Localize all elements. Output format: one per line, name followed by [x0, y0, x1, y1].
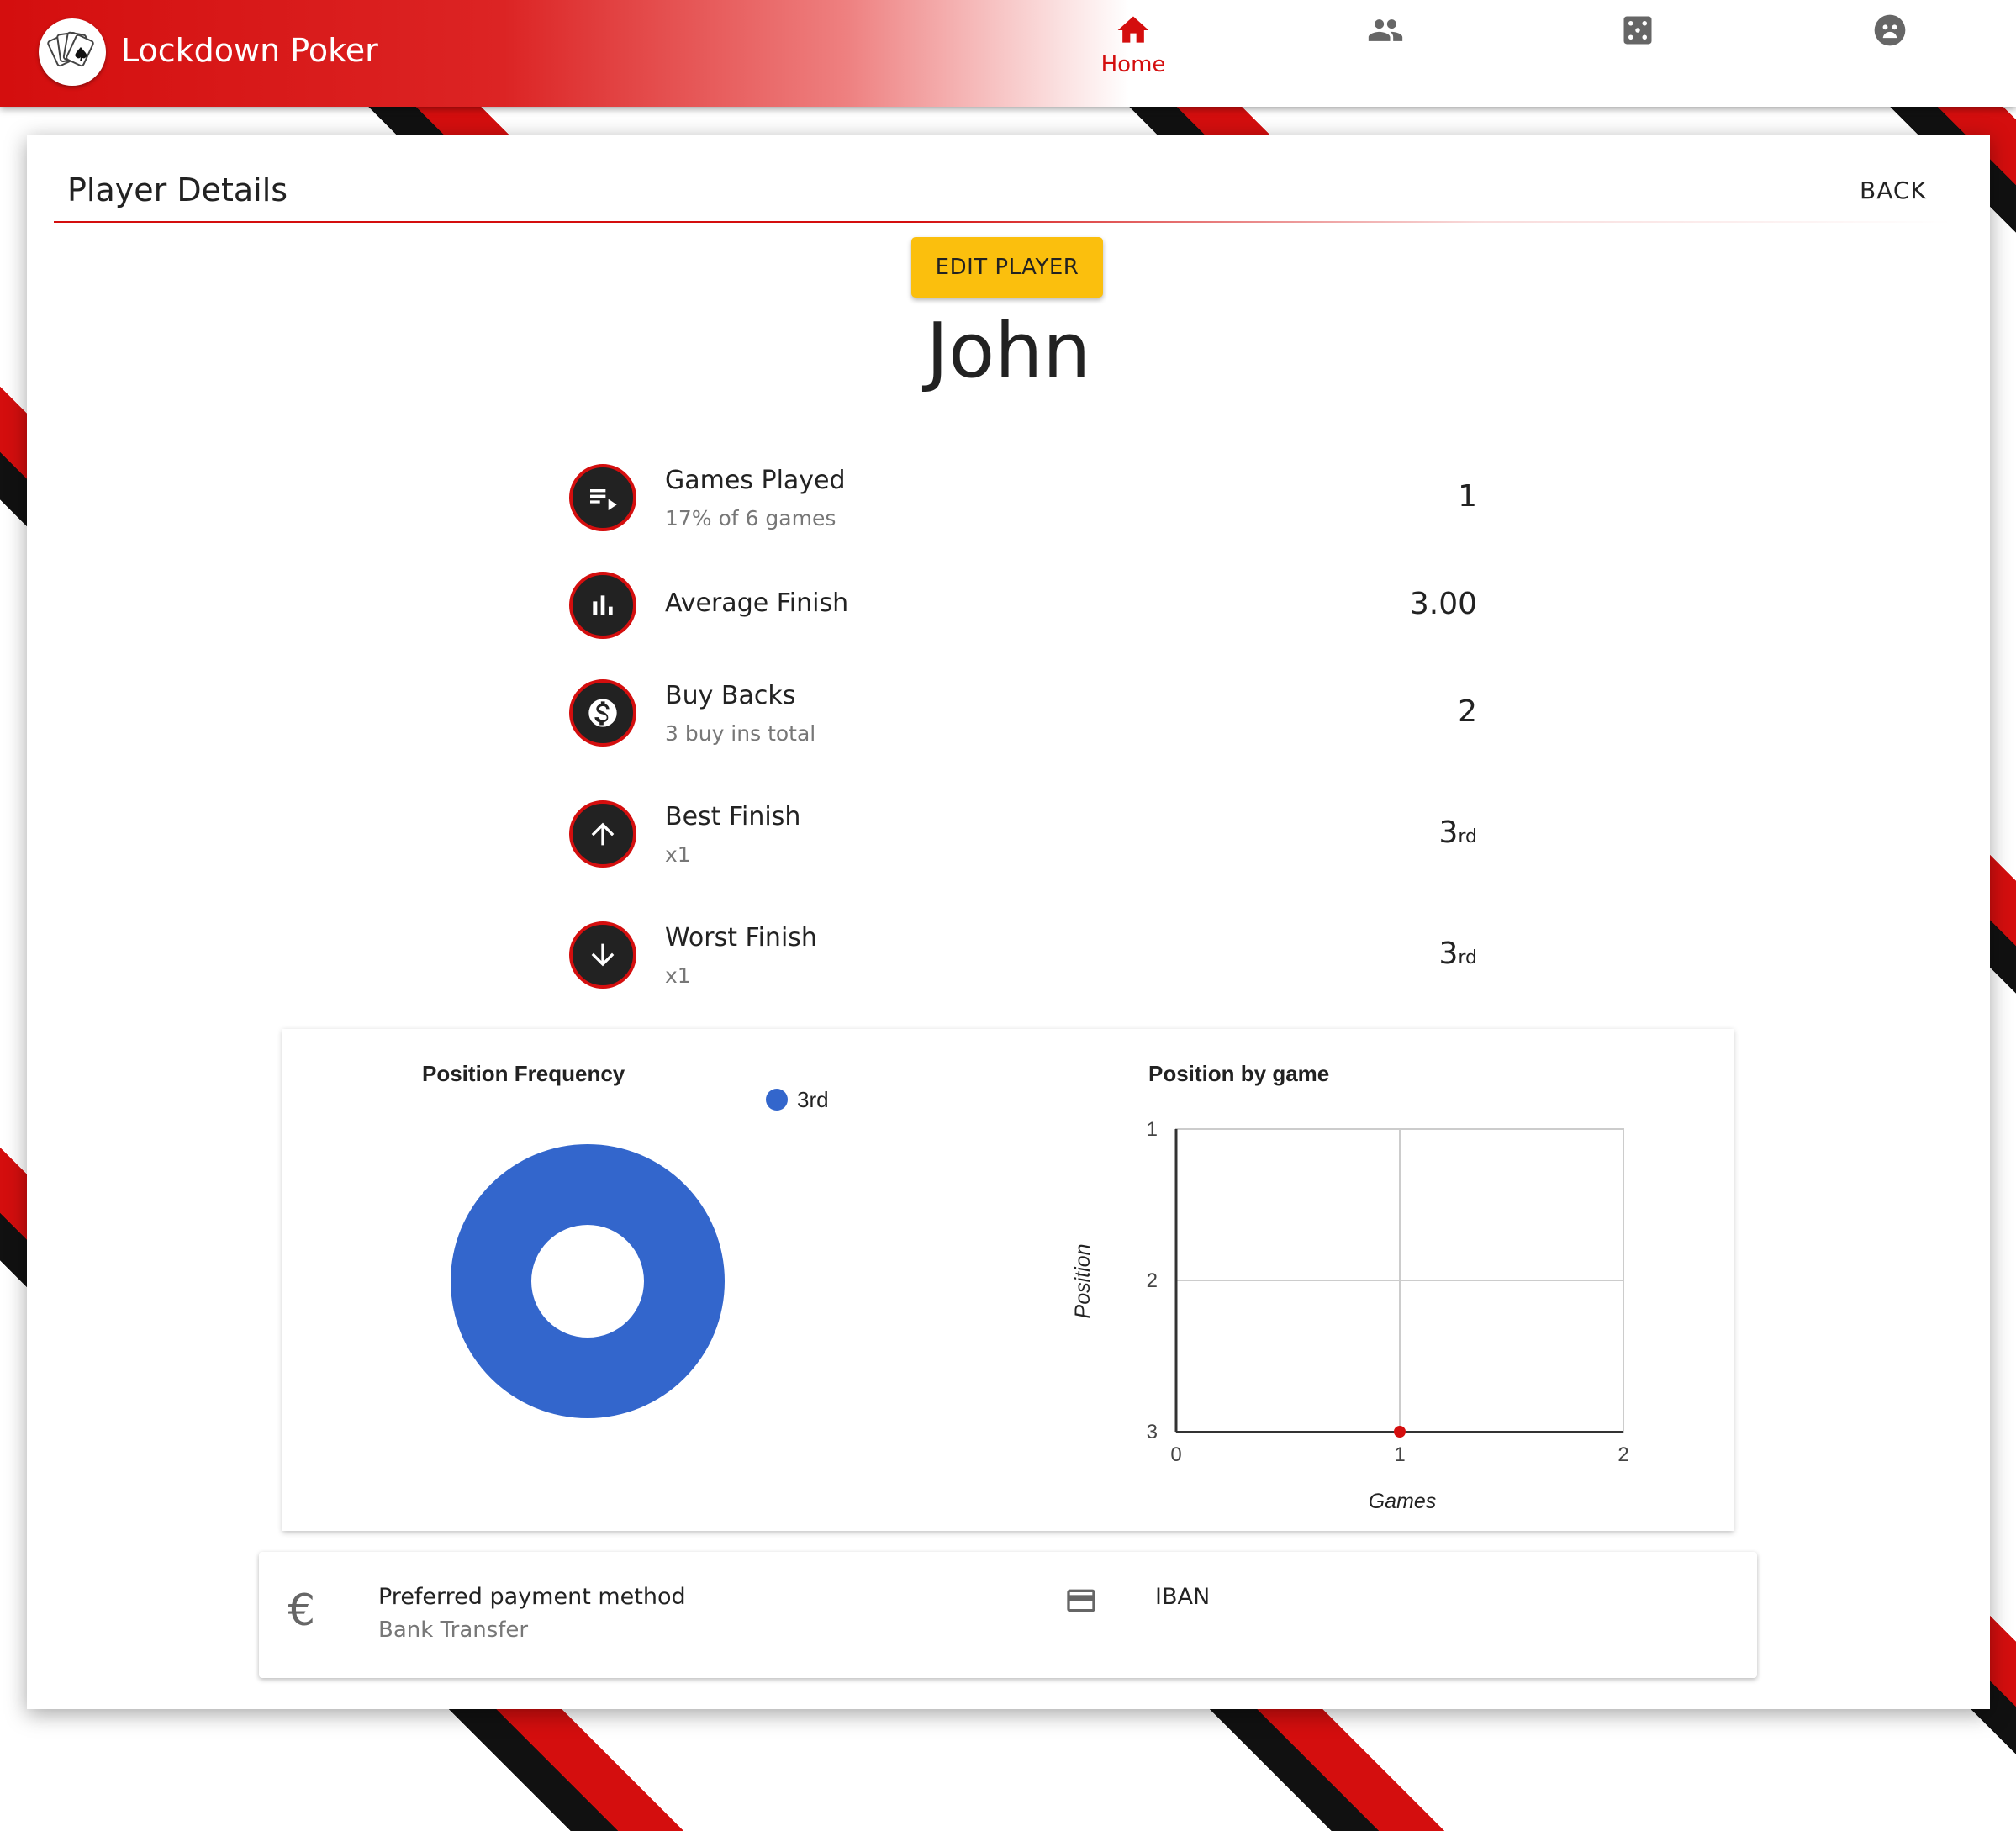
people-icon	[1368, 19, 1403, 41]
x-tick-label: 1	[1394, 1443, 1405, 1466]
player-name: John	[926, 307, 1091, 395]
stat-games-played: Games Played 17% of 6 games 1	[569, 464, 1477, 548]
nav-home-label: Home	[1100, 52, 1166, 77]
arrow-down-icon	[591, 943, 615, 967]
scatter-chart-title: Position by game	[1148, 1061, 1329, 1086]
x-tick-label: 0	[1170, 1443, 1181, 1466]
stat-label: Games Played	[665, 466, 846, 495]
nav-home[interactable]: Home	[1049, 0, 1217, 107]
x-tick-label: 2	[1618, 1443, 1628, 1466]
stat-sub: x1	[665, 842, 691, 867]
app-bar: Lockdown Poker Home	[0, 0, 2016, 107]
stat-label: Best Finish	[665, 802, 801, 831]
donut-chart	[451, 1144, 725, 1418]
arrow-up-icon	[591, 822, 615, 846]
page-title: Player Details	[67, 171, 288, 208]
face-icon	[1874, 14, 1906, 46]
nav-games[interactable]	[1554, 0, 1722, 107]
euro-icon: €	[288, 1586, 316, 1636]
charts-panel: Position Frequency 3rd Position by game …	[282, 1029, 1734, 1531]
stat-sub: x1	[665, 963, 691, 988]
pie-chart-title: Position Frequency	[422, 1061, 625, 1086]
stat-icon-buy-backs	[569, 679, 636, 747]
stat-value: 3.00	[1409, 587, 1477, 621]
playlist-icon	[590, 489, 617, 510]
legend-label: 3rd	[797, 1087, 829, 1112]
title-divider	[54, 221, 1954, 223]
scatter-point[interactable]	[1394, 1426, 1406, 1438]
dice-icon	[1623, 16, 1652, 45]
stat-value: 2	[1458, 694, 1477, 729]
bar-chart-icon	[593, 595, 613, 615]
nav-players[interactable]	[1301, 0, 1470, 107]
scatter-x-axis-label: Games	[1369, 1490, 1437, 1513]
payment-detail: IBAN	[1155, 1584, 1211, 1610]
stat-buy-backs: Buy Backs 3 buy ins total 2	[569, 679, 1477, 763]
stat-worst-finish: Worst Finish x1 3rd	[569, 921, 1477, 1005]
stat-label: Buy Backs	[665, 681, 796, 710]
legend-marker	[766, 1089, 788, 1111]
dollar-icon	[588, 699, 617, 727]
app-title: Lockdown Poker	[121, 32, 378, 69]
stat-average-finish: Average Finish 3.00	[569, 572, 1477, 656]
home-icon	[1117, 16, 1149, 43]
scatter-y-axis-label: Position	[1071, 1244, 1095, 1319]
stat-best-finish: Best Finish x1 3rd	[569, 800, 1477, 884]
stat-icon-worst-finish	[569, 921, 636, 989]
payment-method-label: Preferred payment method	[378, 1584, 686, 1610]
stat-label: Worst Finish	[665, 923, 817, 952]
playing-cards-logo-icon[interactable]	[39, 18, 106, 86]
stat-icon-average-finish	[569, 572, 636, 639]
stat-sub: 17% of 6 games	[665, 506, 836, 530]
edit-player-button[interactable]: EDIT PLAYER	[911, 237, 1103, 298]
y-tick-label: 3	[1147, 1421, 1158, 1443]
stat-icon-best-finish	[569, 800, 636, 868]
stat-label: Average Finish	[665, 588, 849, 618]
y-tick-label: 2	[1147, 1269, 1158, 1292]
charts-svg: Position Frequency 3rd Position by game …	[422, 1061, 1629, 1513]
back-button[interactable]: BACK	[1860, 177, 1927, 204]
stat-value: 3rd	[1438, 937, 1477, 971]
scatter-chart: 0 1 2 1 2 3	[1147, 1118, 1629, 1466]
stat-icon-games-played	[569, 464, 636, 531]
donut-slice[interactable]	[451, 1144, 725, 1418]
payment-method-value: Bank Transfer	[378, 1617, 529, 1643]
player-details-card: Player Details BACK EDIT PLAYER John Gam…	[27, 135, 1990, 1709]
nav-profile[interactable]	[1806, 0, 1974, 107]
donut-legend: 3rd	[766, 1087, 829, 1112]
payment-panel: € Preferred payment method Bank Transfer…	[259, 1552, 1757, 1678]
stat-value: 3rd	[1438, 815, 1477, 850]
y-tick-label: 1	[1147, 1118, 1158, 1141]
stat-sub: 3 buy ins total	[665, 721, 816, 746]
stat-value: 1	[1458, 479, 1477, 514]
credit-card-icon	[1067, 1589, 1095, 1612]
